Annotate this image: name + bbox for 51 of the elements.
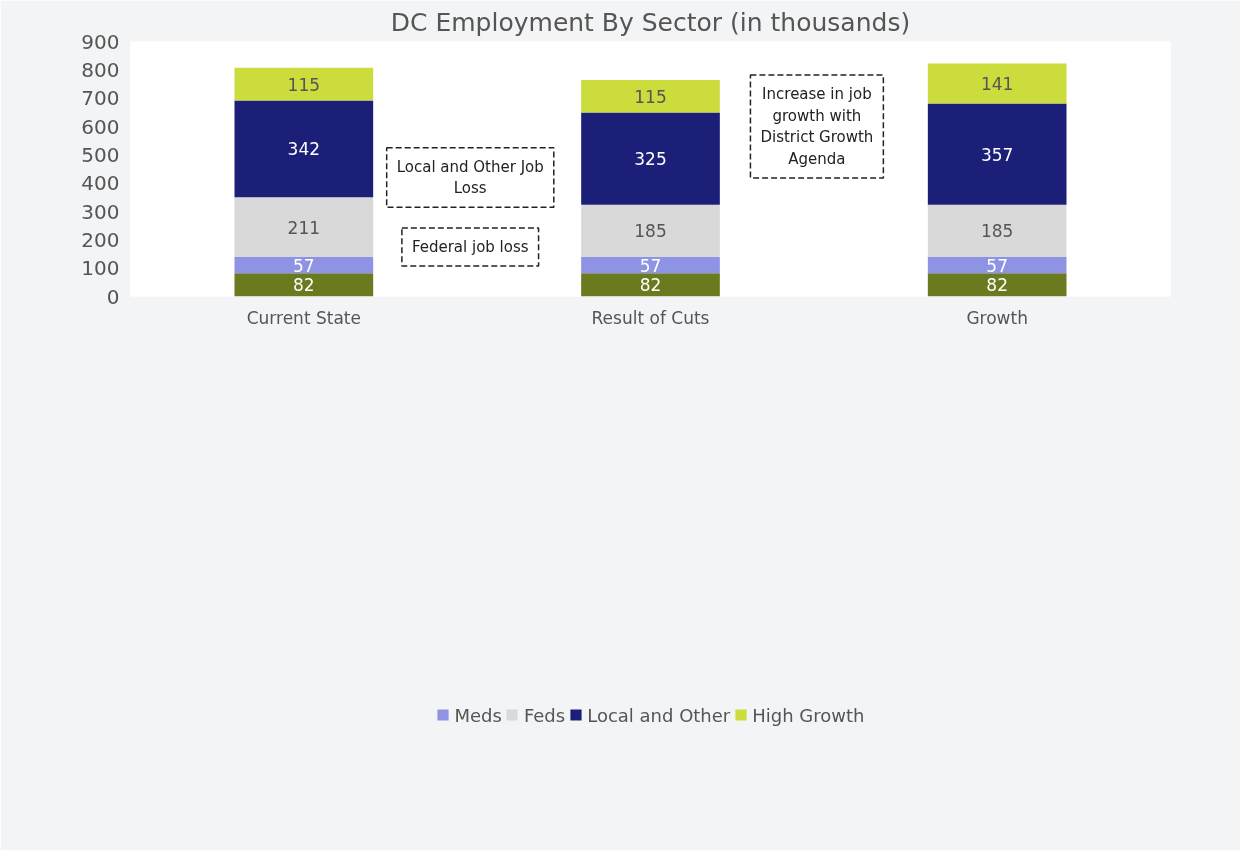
data-label: 82 (986, 275, 1008, 296)
x-tick-label: Result of Cuts (591, 307, 710, 328)
bar (927, 204, 1067, 258)
legend-label: Feds (523, 704, 566, 726)
data-label: 357 (980, 144, 1014, 165)
bar (581, 257, 720, 274)
bar (581, 273, 720, 297)
data-label: 57 (639, 255, 662, 276)
y-tick-label: 700 (81, 86, 120, 111)
y-tick-label: 400 (81, 171, 120, 196)
x-tick-label: Growth (966, 307, 1028, 328)
bar (234, 273, 374, 297)
annotation: Increase in job growth with District Growth Agenda (760, 85, 874, 168)
data-label: 57 (293, 255, 315, 276)
bar (581, 112, 720, 205)
bar (927, 63, 1067, 104)
data-label: 57 (986, 255, 1008, 276)
bar (234, 100, 374, 198)
y-tick-label: 100 (81, 256, 120, 281)
data-label: 115 (634, 86, 667, 107)
bar (927, 103, 1067, 205)
data-label: 342 (287, 139, 321, 160)
y-tick-label: 500 (81, 142, 120, 167)
y-tick-label: 300 (81, 199, 120, 224)
legend-label: High Growth (752, 704, 865, 726)
y-tick-label: 900 (81, 29, 120, 54)
data-label: 82 (293, 275, 315, 296)
y-tick-label: 600 (81, 114, 120, 139)
annotation: Local and Other Job Loss (396, 157, 544, 198)
data-label: 115 (287, 74, 321, 95)
x-tick-label: Current State (246, 307, 361, 328)
chart-title: DC Employment By Sector (in thousands) (390, 7, 911, 37)
bar (234, 257, 374, 274)
data-label: 211 (287, 217, 321, 238)
bar (927, 257, 1067, 274)
bar (581, 80, 720, 113)
y-tick-label: 800 (81, 57, 120, 82)
y-tick-label: 200 (81, 227, 120, 252)
bar (234, 67, 374, 101)
bar (927, 273, 1067, 297)
data-label: 325 (634, 149, 667, 170)
y-tick-label: 0 (106, 284, 120, 309)
data-label: 185 (634, 221, 667, 242)
bar (581, 204, 720, 258)
data-label: 141 (980, 74, 1014, 95)
bar (234, 197, 374, 258)
data-label: 82 (639, 275, 662, 296)
annotation: Federal job loss (411, 237, 529, 256)
legend-label: Local and Other (587, 704, 731, 726)
legend-label: Meds (454, 704, 502, 726)
data-label: 185 (980, 221, 1014, 242)
